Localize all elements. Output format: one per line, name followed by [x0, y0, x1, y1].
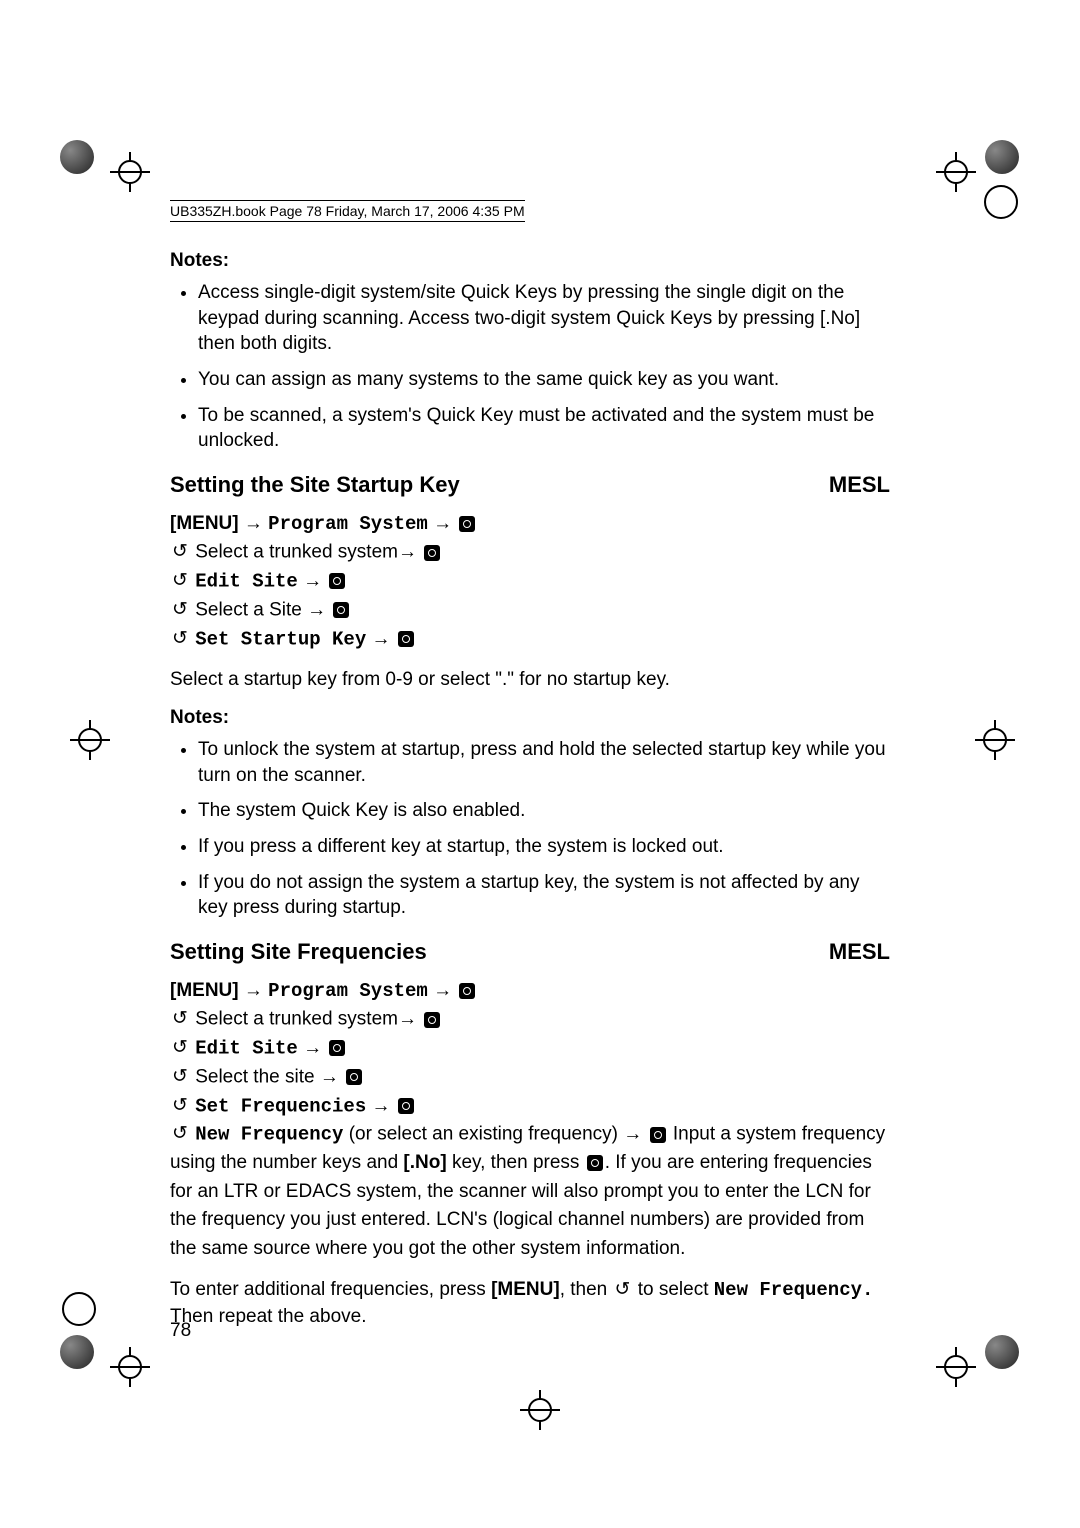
scroll-icon: ↺: [172, 1063, 188, 1092]
list-item: Access single-digit system/site Quick Ke…: [198, 280, 890, 357]
notes-list: Access single-digit system/site Quick Ke…: [170, 280, 890, 454]
inline-text: To enter additional frequencies, press: [170, 1279, 491, 1300]
scroll-icon: ↺: [172, 1005, 188, 1034]
mono-text: Edit Site: [195, 570, 298, 592]
scroll-icon: ↺: [172, 596, 188, 625]
book-header: UB335ZH.book Page 78 Friday, March 17, 2…: [170, 200, 525, 222]
reg-mark: [62, 1292, 96, 1326]
reg-mark: [975, 720, 1015, 760]
mono-text: Edit Site: [195, 1037, 298, 1059]
mono-text: Program System: [268, 980, 428, 1002]
reg-mark: [60, 140, 94, 174]
inline-text: , then: [560, 1279, 613, 1300]
section-title: Setting Site Frequencies: [170, 939, 427, 965]
list-item: You can assign as many systems to the sa…: [198, 367, 890, 393]
enter-icon: [398, 1098, 414, 1114]
list-item: If you do not assign the system a startu…: [198, 870, 890, 921]
enter-icon: [329, 1040, 345, 1056]
enter-icon: [398, 631, 414, 647]
notes-heading: Notes:: [170, 250, 890, 272]
menu-label: [MENU]: [170, 980, 239, 1001]
scroll-icon: ↺: [172, 1034, 188, 1063]
reg-mark: [110, 1347, 150, 1387]
no-key: [.No]: [403, 1152, 446, 1173]
mono-text: New Frequency.: [714, 1279, 874, 1301]
step-text: Select a Site: [195, 599, 302, 620]
step-text: Select a trunked system: [195, 542, 398, 563]
scroll-icon: ↺: [172, 625, 188, 654]
inline-text: to select: [632, 1279, 713, 1300]
mono-text: Program System: [268, 513, 428, 535]
page-number: 78: [170, 1320, 191, 1342]
list-item: To unlock the system at startup, press a…: [198, 737, 890, 788]
inline-text: (or select an existing frequency): [343, 1124, 623, 1145]
reg-mark: [110, 152, 150, 192]
enter-icon: [329, 573, 345, 589]
reg-mark: [985, 1335, 1019, 1369]
list-item: To be scanned, a system's Quick Key must…: [198, 403, 890, 454]
list-item: If you press a different key at startup,…: [198, 834, 890, 860]
enter-icon: [424, 545, 440, 561]
enter-icon: [459, 983, 475, 999]
reg-mark: [936, 1347, 976, 1387]
mono-text: New Frequency: [195, 1124, 343, 1146]
enter-icon: [333, 602, 349, 618]
menu-label: [MENU]: [491, 1279, 560, 1300]
menu-sequence: [MENU] → Program System → ↺ Select a tru…: [170, 977, 890, 1263]
scroll-icon: ↺: [615, 1277, 631, 1303]
scroll-icon: ↺: [172, 567, 188, 596]
reg-mark: [70, 720, 110, 760]
menu-sequence: [MENU] → Program System → ↺ Select a tru…: [170, 510, 890, 654]
enter-icon: [459, 516, 475, 532]
reg-mark: [984, 185, 1018, 219]
reg-mark: [60, 1335, 94, 1369]
mesl-badge: MESL: [829, 939, 890, 965]
inline-text: key, then press: [447, 1152, 585, 1173]
enter-icon: [650, 1127, 666, 1143]
section-heading-row: Setting Site Frequencies MESL: [170, 939, 890, 965]
reg-mark: [520, 1390, 560, 1430]
step-text: Select a trunked system: [195, 1009, 398, 1030]
reg-mark: [936, 152, 976, 192]
section-heading-row: Setting the Site Startup Key MESL: [170, 472, 890, 498]
body-text: Select a startup key from 0-9 or select …: [170, 667, 890, 693]
scroll-icon: ↺: [172, 1092, 188, 1121]
reg-mark: [985, 140, 1019, 174]
enter-icon: [424, 1012, 440, 1028]
section-title: Setting the Site Startup Key: [170, 472, 460, 498]
step-text: Select the site: [195, 1066, 314, 1087]
body-text: To enter additional frequencies, press […: [170, 1277, 890, 1329]
notes-heading: Notes:: [170, 707, 890, 729]
scroll-icon: ↺: [172, 538, 188, 567]
enter-icon: [346, 1069, 362, 1085]
notes-list: To unlock the system at startup, press a…: [170, 737, 890, 921]
scroll-icon: ↺: [172, 1120, 188, 1149]
list-item: The system Quick Key is also enabled.: [198, 798, 890, 824]
page-content: UB335ZH.book Page 78 Friday, March 17, 2…: [170, 200, 890, 1344]
menu-label: [MENU]: [170, 513, 239, 534]
inline-text: Then repeat the above.: [170, 1306, 366, 1327]
mono-text: Set Frequencies: [195, 1095, 366, 1117]
mono-text: Set Startup Key: [195, 628, 366, 650]
mesl-badge: MESL: [829, 472, 890, 498]
enter-icon: [587, 1155, 603, 1171]
